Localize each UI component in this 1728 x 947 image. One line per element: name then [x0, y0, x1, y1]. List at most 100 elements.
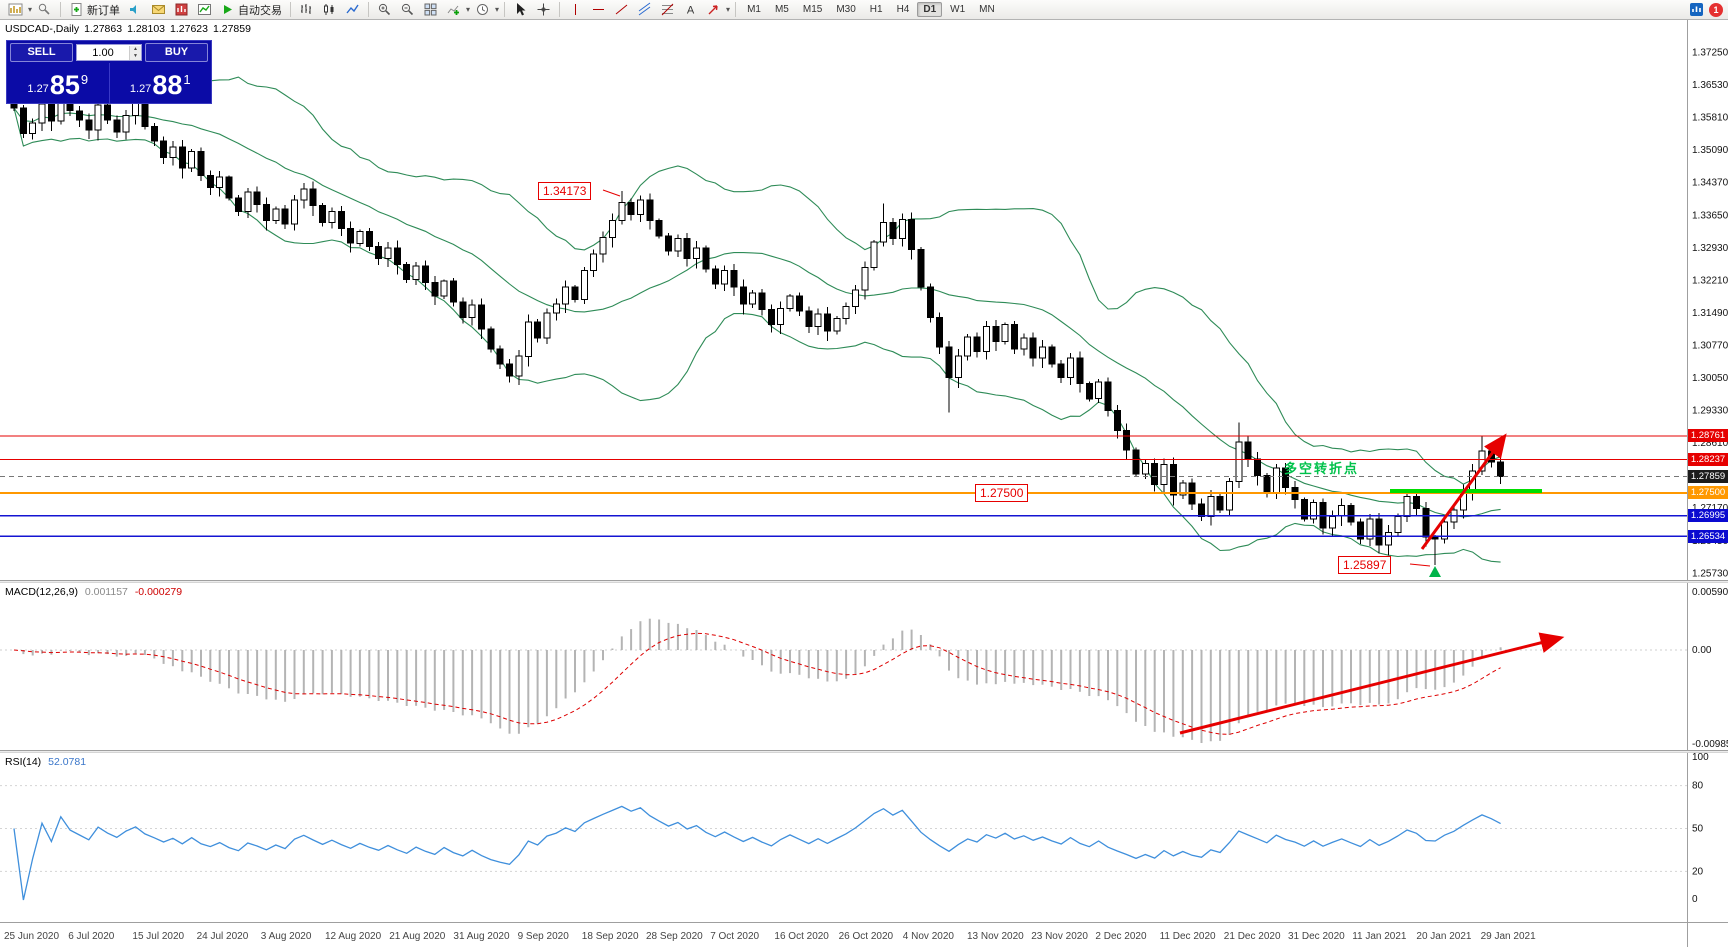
line-chart-icon [346, 4, 359, 14]
annotation-peak-price[interactable]: 1.34173 [538, 182, 592, 200]
price-axis-label: 1.28610 [1692, 438, 1728, 449]
date-axis-label: 28 Sep 2020 [646, 931, 703, 942]
ask-price[interactable]: 1.27 88 1 [110, 63, 212, 103]
volume-down-button[interactable]: ▼ [130, 52, 141, 60]
notification-badge[interactable]: 1 [1709, 2, 1723, 17]
date-axis-label: 18 Sep 2020 [582, 931, 639, 942]
cursor-icon [517, 3, 526, 16]
chevron-down-icon[interactable]: ▾ [28, 5, 33, 14]
panel-separator-macd[interactable] [0, 580, 1728, 583]
rsi-name: RSI(14) [5, 756, 42, 768]
volume-input[interactable]: 1.00 ▲ ▼ [76, 44, 142, 61]
zoom-in-button[interactable] [373, 0, 396, 20]
date-axis-label: 2 Dec 2020 [1095, 931, 1147, 942]
date-axis-label: 6 Jul 2020 [68, 931, 115, 942]
timeframe-m15[interactable]: M15 [802, 4, 823, 15]
terminal-button[interactable] [193, 0, 216, 20]
date-axis-line [0, 922, 1728, 923]
price-axis-label: 1.33650 [1692, 210, 1728, 221]
buy-button[interactable]: BUY [145, 43, 208, 62]
candles-icon [324, 4, 334, 15]
rsi-caption: RSI(14) 52.0781 [5, 756, 86, 768]
macd-trend-arrow[interactable] [1179, 632, 1565, 735]
toolbar-right-corner: 1 [1689, 2, 1723, 17]
date-axis-label: 26 Oct 2020 [839, 931, 894, 942]
new-order-icon [71, 3, 82, 16]
bar-chart-button[interactable] [295, 0, 318, 20]
ask-big-digits: 88 [152, 70, 183, 100]
arrows-tool-button[interactable] [702, 0, 725, 20]
price-trend-arrow[interactable] [1420, 433, 1507, 550]
price-axis-label: 1.29330 [1692, 406, 1728, 417]
date-axis-label: 23 Nov 2020 [1031, 931, 1088, 942]
annotation-low-price[interactable]: 1.25897 [1338, 556, 1392, 574]
candlestick-chart-button[interactable] [318, 0, 341, 20]
date-axis-label: 20 Jan 2021 [1416, 931, 1471, 942]
volume-up-button[interactable]: ▲ [130, 45, 141, 53]
chevron-down-icon[interactable]: ▾ [495, 5, 500, 14]
data-window-button[interactable] [124, 0, 147, 20]
envelope-icon [152, 5, 166, 14]
zoom-out-button[interactable] [396, 0, 419, 20]
price-axis-line[interactable] [1687, 20, 1688, 947]
mailbox-button[interactable] [147, 0, 170, 20]
trendline-button[interactable] [610, 0, 633, 20]
price-axis-label: 1.32930 [1692, 243, 1728, 254]
timeframe-d1[interactable]: D1 [917, 2, 943, 17]
text-tool-button[interactable]: A [679, 0, 702, 20]
timeframe-m1[interactable]: M1 [747, 4, 761, 15]
auto-trading-label: 自动交易 [238, 4, 283, 17]
tile-windows-button[interactable] [419, 0, 442, 20]
chinese-annotation-text[interactable]: 多空转折点 [1284, 461, 1360, 476]
volume-value[interactable]: 1.00 [92, 46, 114, 59]
timeframe-w1[interactable]: W1 [950, 4, 966, 15]
low-callout-line [1409, 563, 1431, 567]
annotation-level-price[interactable]: 1.27500 [975, 484, 1029, 502]
market-watch-button[interactable] [33, 0, 56, 20]
indicators-button[interactable] [442, 0, 465, 20]
date-axis-label: 13 Nov 2020 [967, 931, 1024, 942]
sell-button[interactable]: SELL [10, 43, 73, 62]
macd-signal-value: -0.000279 [134, 586, 183, 598]
line-chart-button[interactable] [341, 0, 364, 20]
channel-button[interactable] [633, 0, 656, 20]
app-icon[interactable] [1689, 2, 1704, 17]
date-axis-label: 4 Nov 2020 [903, 931, 955, 942]
crosshair-button[interactable] [532, 0, 555, 20]
horizontal-line-button[interactable] [587, 0, 610, 20]
vertical-line-button[interactable] [564, 0, 587, 20]
timeframe-h1[interactable]: H1 [869, 4, 883, 15]
timeframe-m30[interactable]: M30 [836, 4, 856, 15]
price-axis-label: 1.37250 [1692, 48, 1728, 59]
fibonacci-button[interactable] [656, 0, 679, 20]
date-scale[interactable]: 25 Jun 2020 6 Jul 2020 15 Jul 2020 24 Jul 2… [4, 931, 1536, 942]
buy-arrow-marker[interactable] [1429, 566, 1441, 577]
date-axis-label: 29 Jan 2021 [1481, 931, 1536, 942]
cursor-button[interactable] [509, 0, 532, 20]
bid-pip-digit: 9 [80, 72, 89, 87]
navigator-button[interactable] [170, 0, 193, 20]
panel-separator-rsi[interactable] [0, 750, 1728, 753]
price-badge-1.26995: 1.26995 [1688, 509, 1728, 523]
chevron-down-icon[interactable]: ▾ [466, 5, 471, 14]
chevron-down-icon[interactable]: ▾ [726, 5, 731, 14]
bid-price[interactable]: 1.27 85 9 [7, 63, 110, 103]
chart-objects [602, 189, 1565, 735]
timeframe-h4[interactable]: H4 [896, 4, 910, 15]
auto-trading-button[interactable]: 自动交易 [216, 0, 286, 20]
new-chart-button[interactable] [4, 0, 27, 20]
price-badge-1.26534: 1.26534 [1688, 529, 1728, 543]
toolbar-separator [60, 2, 62, 17]
timeframe-m5[interactable]: M5 [774, 4, 789, 15]
timeframe-mn[interactable]: MN [979, 4, 995, 15]
symbol-title: USDCAD-,Daily [5, 23, 80, 35]
fibonacci-icon [661, 3, 674, 16]
new-order-button[interactable]: 新订单 [65, 0, 124, 20]
ohlc-open: 1.27863 [84, 23, 123, 35]
bollinger-bands [13, 76, 1501, 563]
price-axis-label: 1.30050 [1692, 373, 1728, 384]
ohlc-high: 1.28103 [127, 23, 166, 35]
rsi-axis-label: 0 [1692, 894, 1698, 905]
periods-button[interactable] [471, 0, 494, 20]
